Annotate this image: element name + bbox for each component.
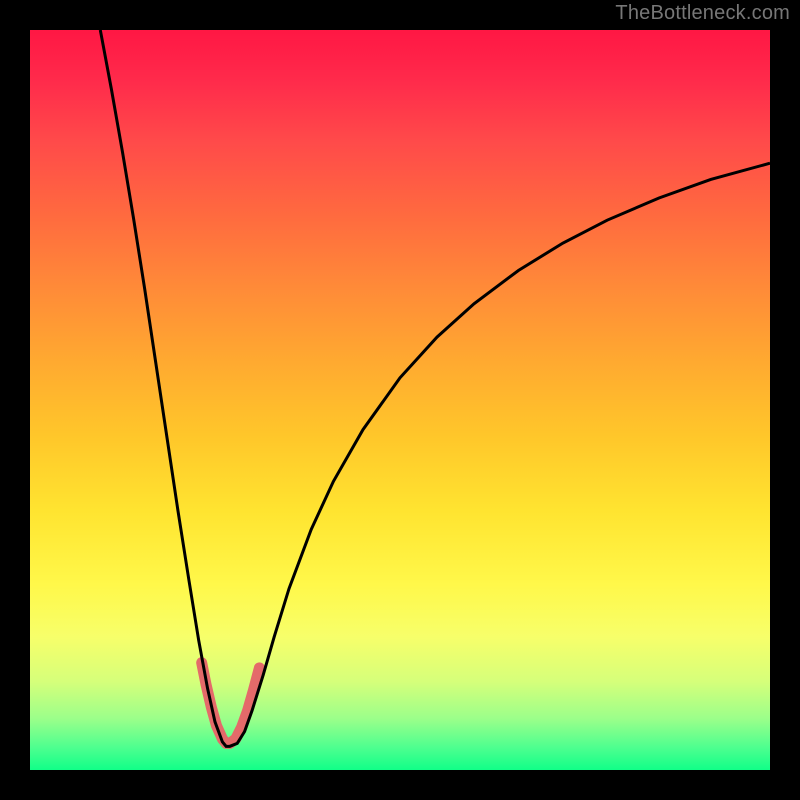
chart-stage: TheBottleneck.com <box>0 0 800 800</box>
curve-layer <box>30 30 770 770</box>
watermark-text: TheBottleneck.com <box>615 2 790 25</box>
plot-area <box>30 30 770 770</box>
bottleneck-curve <box>100 30 770 746</box>
